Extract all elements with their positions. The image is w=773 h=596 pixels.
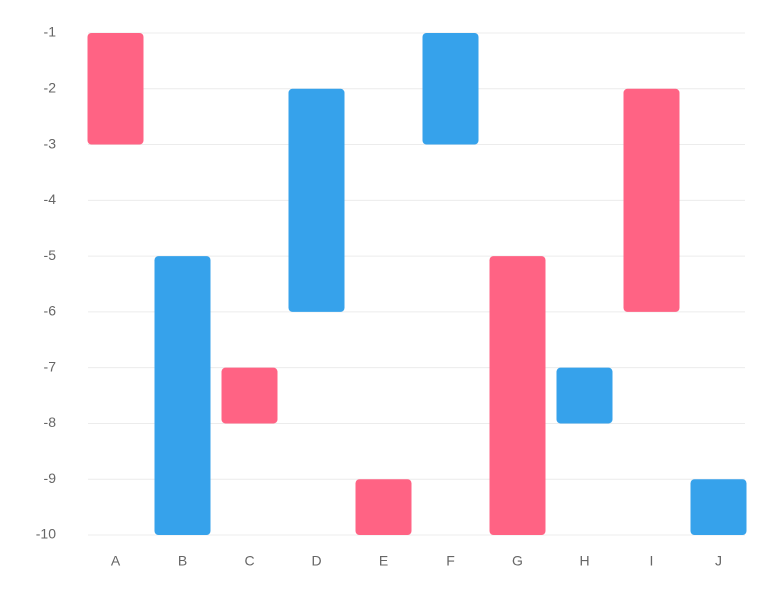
y-tick-label: -1 [44, 24, 57, 40]
y-tick-label: -7 [44, 358, 57, 374]
y-tick-label: -3 [44, 135, 57, 151]
bar [87, 33, 144, 145]
y-tick-label: -10 [36, 526, 56, 542]
y-tick-label: -9 [44, 470, 57, 486]
bar [154, 256, 211, 535]
bar [556, 367, 613, 424]
y-tick-label: -8 [44, 414, 57, 430]
x-tick-label: D [311, 553, 321, 569]
bar [288, 88, 345, 312]
x-tick-label: J [715, 553, 722, 569]
y-tick-label: -4 [44, 191, 57, 207]
bar [690, 479, 747, 535]
bar [422, 33, 479, 145]
x-tick-label: G [512, 553, 523, 569]
bar [489, 256, 546, 535]
bar [355, 479, 412, 535]
y-tick-label: -6 [44, 303, 57, 319]
y-tick-label: -5 [44, 247, 57, 263]
bar [221, 367, 278, 424]
x-tick-label: E [379, 553, 388, 569]
x-tick-label: H [579, 553, 589, 569]
x-tick-label: F [446, 553, 455, 569]
y-tick-label: -2 [44, 79, 57, 95]
x-tick-label: C [244, 553, 254, 569]
x-tick-label: B [178, 553, 187, 569]
bar [623, 88, 680, 312]
x-tick-label: I [650, 553, 654, 569]
x-tick-label: A [111, 553, 121, 569]
